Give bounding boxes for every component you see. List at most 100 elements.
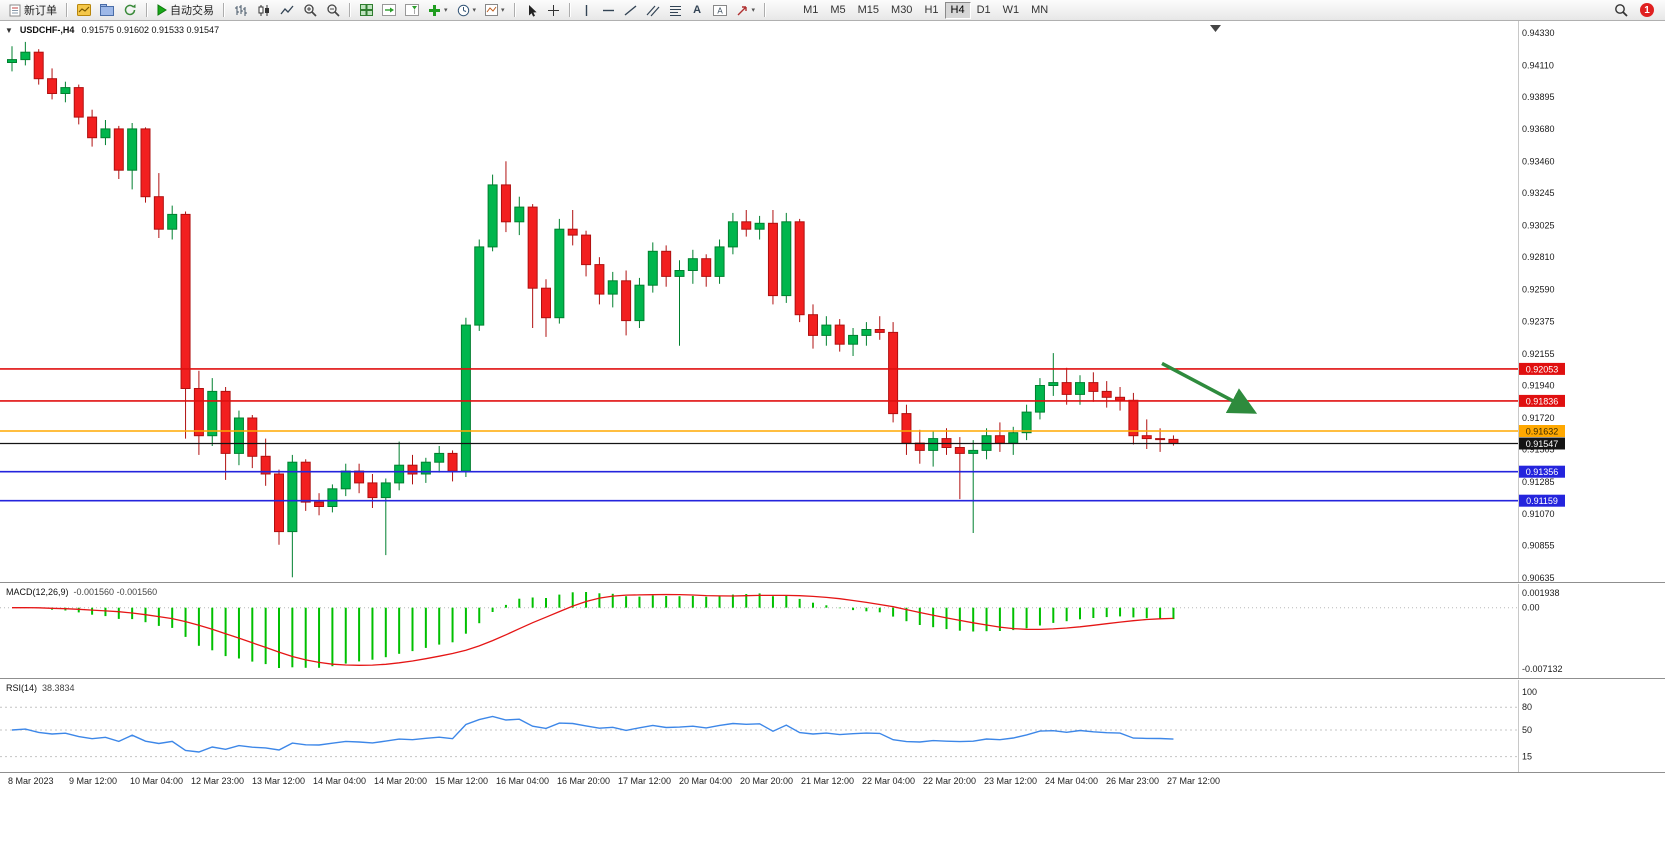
macd-axis-label: 0.001938 bbox=[1522, 588, 1560, 598]
price-tag-label: 0.91632 bbox=[1526, 427, 1559, 437]
candle-body bbox=[487, 184, 498, 248]
candle-body bbox=[848, 334, 859, 345]
price-axis-label: 0.90855 bbox=[1522, 541, 1555, 551]
tile-windows-icon bbox=[360, 4, 373, 16]
macd-axis-label: 0.00 bbox=[1522, 603, 1540, 613]
rsi-panel[interactable]: 100 80 50 15 bbox=[0, 680, 1665, 772]
timeframe-h1[interactable]: H1 bbox=[924, 4, 939, 16]
candle-body bbox=[741, 221, 752, 230]
profiles-icon bbox=[100, 4, 114, 16]
arrows-shapes-icon bbox=[737, 5, 747, 15]
price-axis-label: 0.91285 bbox=[1522, 477, 1555, 487]
candle-body bbox=[394, 464, 405, 484]
auto-trading-label: 自动交易 bbox=[170, 5, 214, 17]
bar-chart-button[interactable] bbox=[230, 1, 252, 19]
add-indicator-button[interactable]: ▾ bbox=[424, 1, 452, 19]
candle-body bbox=[87, 116, 98, 139]
candle-body bbox=[33, 51, 44, 80]
channel-button[interactable] bbox=[642, 1, 664, 19]
periods-button[interactable]: ▾ bbox=[453, 1, 481, 19]
candle-body bbox=[1101, 390, 1112, 398]
trendline-button[interactable] bbox=[620, 1, 641, 19]
panel-separator bbox=[0, 772, 1665, 774]
panel-separator[interactable] bbox=[0, 678, 1665, 680]
vertical-line-button[interactable] bbox=[576, 1, 597, 19]
auto-scroll-button[interactable] bbox=[378, 1, 400, 19]
candle-body bbox=[994, 435, 1005, 444]
time-axis-label: 21 Mar 12:00 bbox=[801, 776, 855, 786]
new-order-button[interactable]: 新订单 bbox=[5, 1, 61, 19]
rsi-label: RSI(14) 38.3834 bbox=[6, 683, 75, 693]
time-axis-label: 10 Mar 04:00 bbox=[130, 776, 184, 786]
rsi-name: RSI(14) bbox=[6, 683, 38, 693]
templates-icon bbox=[485, 4, 499, 16]
time-axis-label: 8 Mar 2023 bbox=[8, 776, 54, 786]
panel-separator[interactable] bbox=[0, 582, 1665, 584]
timeframe-w1[interactable]: W1 bbox=[1002, 4, 1020, 16]
templates-button[interactable]: ▾ bbox=[481, 1, 509, 19]
timeframe-h4[interactable]: H4 bbox=[944, 1, 971, 19]
fibonacci-button[interactable] bbox=[665, 1, 686, 19]
toolbar-separator bbox=[568, 3, 571, 17]
notification-badge[interactable]: 1 bbox=[1640, 3, 1654, 17]
text-button[interactable]: A bbox=[687, 1, 708, 19]
timeframe-d1[interactable]: D1 bbox=[976, 4, 991, 16]
price-tag bbox=[1519, 465, 1565, 478]
zoom-out-button[interactable] bbox=[322, 1, 344, 19]
horizontal-line-button[interactable] bbox=[598, 1, 619, 19]
candle-body bbox=[20, 51, 31, 61]
refresh-icon bbox=[124, 4, 136, 16]
price-tag bbox=[1519, 494, 1565, 507]
macd-name: MACD(12,26,9) bbox=[6, 587, 69, 597]
text-label-button[interactable]: A bbox=[709, 1, 731, 19]
candle-body bbox=[193, 388, 204, 437]
timeframe-mn[interactable]: MN bbox=[1031, 4, 1049, 16]
profiles-button[interactable] bbox=[96, 1, 118, 19]
bar-chart-icon bbox=[235, 4, 247, 16]
macd-panel[interactable]: 0.001938 0.00 -0.007132 bbox=[0, 584, 1665, 678]
candlestick-chart-button[interactable] bbox=[253, 1, 275, 19]
search-button[interactable] bbox=[1610, 1, 1632, 19]
time-axis-label: 23 Mar 12:00 bbox=[984, 776, 1038, 786]
refresh-button[interactable] bbox=[119, 1, 141, 19]
toolbar-separator bbox=[223, 3, 225, 17]
timeframe-m5[interactable]: M5 bbox=[830, 4, 846, 16]
candle-body bbox=[1141, 435, 1152, 440]
price-axis-label: 0.92375 bbox=[1522, 316, 1555, 326]
line-chart-icon bbox=[280, 5, 294, 14]
candle-body bbox=[460, 324, 471, 472]
candle-body bbox=[808, 314, 818, 336]
line-chart-button[interactable] bbox=[276, 1, 298, 19]
trend-arrow[interactable] bbox=[1161, 361, 1258, 414]
new-chart-button[interactable] bbox=[73, 1, 95, 19]
candle-body bbox=[861, 329, 872, 336]
chart-shift-marker[interactable] bbox=[1210, 25, 1221, 32]
time-axis[interactable]: 8 Mar 2023 9 Mar 12:00 10 Mar 04:00 12 Mar … bbox=[0, 776, 1665, 792]
chart-shift-button[interactable] bbox=[401, 1, 423, 19]
auto-trading-button[interactable]: 自动交易 bbox=[153, 1, 218, 19]
zoom-in-icon bbox=[304, 4, 317, 17]
tile-windows-button[interactable] bbox=[356, 1, 377, 19]
zoom-in-button[interactable] bbox=[299, 1, 321, 19]
time-axis-label: 16 Mar 04:00 bbox=[496, 776, 550, 786]
arrows-shapes-button[interactable]: ▾ bbox=[732, 1, 760, 19]
candle-body bbox=[541, 287, 551, 319]
main-chart[interactable]: 0.94330 0.94110 0.93895 0.93680 0.93460 0.932… bbox=[0, 21, 1665, 582]
candle-body bbox=[1034, 385, 1045, 413]
cursor-button[interactable] bbox=[521, 1, 542, 19]
one-click-trading-toggle-icon[interactable]: ▼ bbox=[5, 26, 13, 35]
candle-body bbox=[420, 461, 431, 475]
rsi-axis-label: 50 bbox=[1522, 725, 1532, 735]
candle-body bbox=[380, 482, 391, 499]
price-axis-label: 0.90635 bbox=[1522, 573, 1555, 582]
timeframe-m15[interactable]: M15 bbox=[857, 4, 880, 16]
candle-body bbox=[354, 470, 365, 484]
crosshair-button[interactable] bbox=[543, 1, 564, 19]
time-axis-label: 15 Mar 12:00 bbox=[435, 776, 489, 786]
ohlc-values: 0.91575 0.91602 0.91533 0.91547 bbox=[81, 25, 220, 35]
timeframe-m1[interactable]: M1 bbox=[803, 4, 819, 16]
timeframe-m30[interactable]: M30 bbox=[891, 4, 913, 16]
symbol-title: USDCHF-,H4 bbox=[19, 25, 75, 35]
candle-body bbox=[1155, 438, 1166, 441]
candle-body bbox=[1061, 382, 1072, 395]
